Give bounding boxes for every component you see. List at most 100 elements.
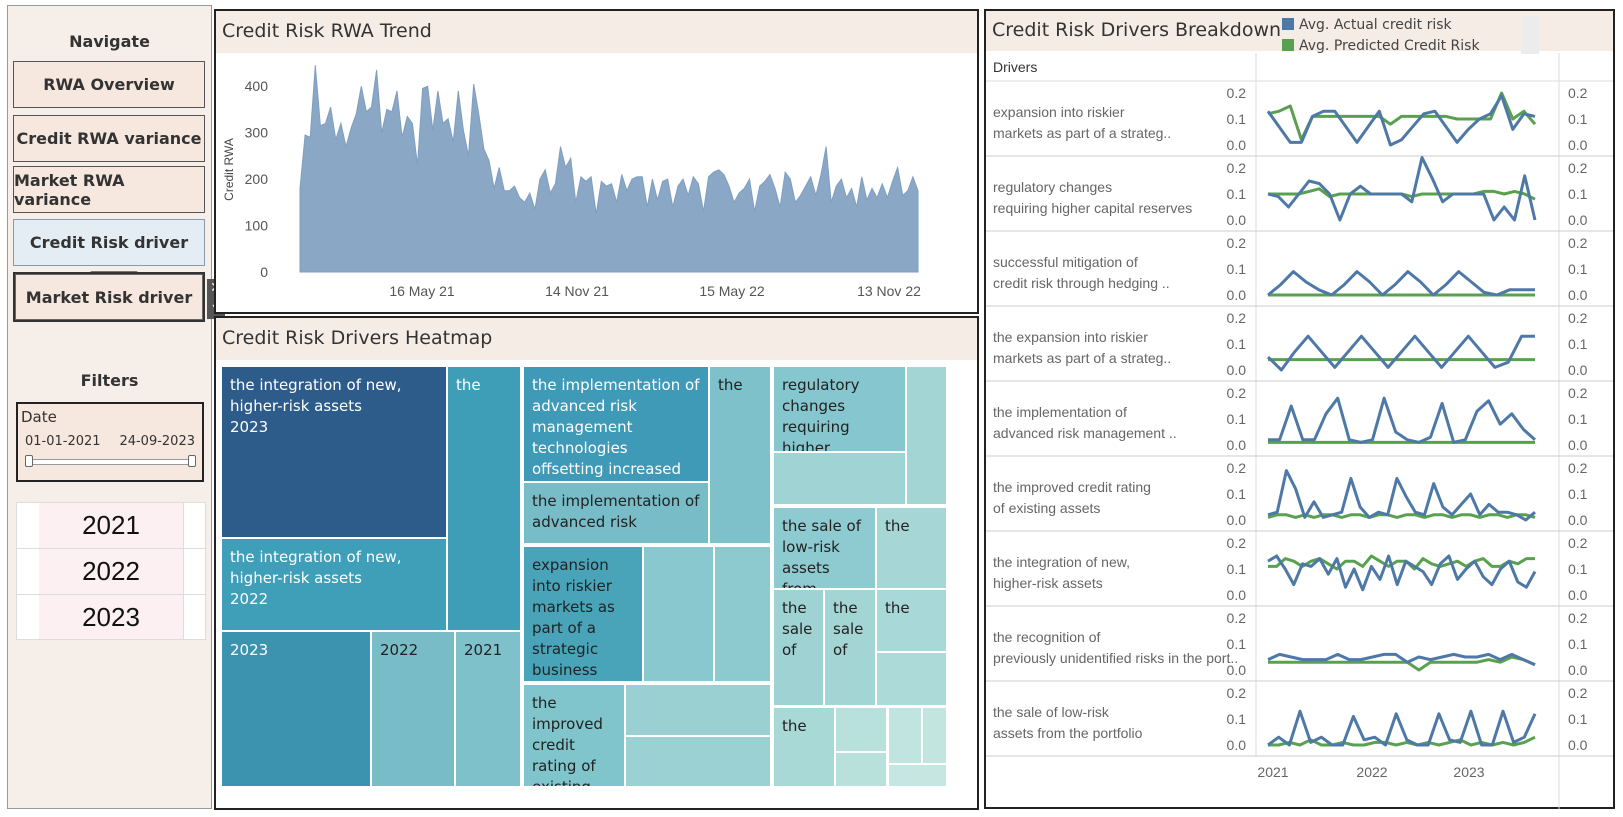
heatmap-cell[interactable] xyxy=(714,546,771,682)
heatmap-cell[interactable]: the xyxy=(876,589,947,652)
y-tick-label: 0.1 xyxy=(1227,411,1247,427)
date-slider-end-handle[interactable] xyxy=(188,455,196,467)
date-range-filter[interactable]: Date 01-01-2021 24-09-2023 xyxy=(16,402,204,482)
x-tick-label: 2021 xyxy=(1257,764,1288,780)
y-tick-label-right: 0.0 xyxy=(1568,512,1588,528)
actual-credit-risk-line[interactable] xyxy=(1266,94,1536,147)
heatmap-cell[interactable]: expansion into riskier markets as part o… xyxy=(523,546,643,682)
heatmap-cell[interactable]: the improved credit rating of existing xyxy=(523,684,625,787)
legend-actual[interactable]: Avg. Actual credit risk xyxy=(1282,17,1452,33)
market-risk-driver-button[interactable]: Market Risk driver xyxy=(13,272,205,322)
heatmap-title: Credit Risk Drivers Heatmap xyxy=(216,318,977,360)
y-tick-label-right: 0.0 xyxy=(1568,362,1588,378)
driver-label: the expansion into riskier xyxy=(993,329,1148,345)
y-tick-label-right: 0.2 xyxy=(1568,460,1588,476)
year-item-2023[interactable]: 2023 xyxy=(39,595,183,639)
y-tick-label: 0.2 xyxy=(1227,685,1247,701)
heatmap-cell[interactable] xyxy=(835,707,887,752)
driver-label: requiring higher capital reserves xyxy=(993,200,1192,216)
y-tick-label: 0.1 xyxy=(1227,336,1247,352)
heatmap-cell[interactable]: the sale of xyxy=(773,589,824,706)
credit-rwa-variance-button[interactable]: Credit RWA variance xyxy=(13,115,205,162)
y-tick-label-right: 0.1 xyxy=(1568,711,1588,727)
heatmap-cell[interactable] xyxy=(922,707,947,764)
y-tick-label-right: 0.0 xyxy=(1568,662,1588,678)
heatmap-cell[interactable] xyxy=(625,736,771,787)
driver-label: the implementation of xyxy=(993,404,1127,420)
rwa-overview-button[interactable]: RWA Overview xyxy=(13,61,205,108)
heatmap-cell[interactable]: the xyxy=(447,366,521,631)
y-tick-label-right: 0.1 xyxy=(1568,561,1588,577)
y-tick-label-right: 0.0 xyxy=(1568,287,1588,303)
actual-credit-risk-line[interactable] xyxy=(1267,709,1537,747)
heatmap-cell[interactable]: the integration of new, higher-risk asse… xyxy=(221,538,447,631)
heatmap-cell[interactable]: 2022 xyxy=(371,631,455,787)
market-rwa-variance-button[interactable]: Market RWA variance xyxy=(13,166,205,213)
rwa-trend-chart[interactable]: 0 100 200 300 400 Credit RWA 16 May 21 14 Nov 2… xyxy=(216,53,977,311)
heatmap-cell[interactable]: the integration of new, higher-risk asse… xyxy=(221,366,447,538)
year-item-2022[interactable]: 2022 xyxy=(39,549,183,594)
actual-credit-risk-line[interactable] xyxy=(1267,469,1536,522)
x-tick-label: 15 May 22 xyxy=(699,283,765,299)
heatmap-cell[interactable] xyxy=(888,764,947,787)
y-tick-label-right: 0.1 xyxy=(1568,186,1588,202)
y-tick-label: 0.2 xyxy=(1227,235,1247,251)
heatmap-cell[interactable] xyxy=(643,546,714,682)
rwa-area-series[interactable] xyxy=(299,65,919,273)
drivers-line-charts[interactable]: Drivers expansion into riskier markets as … xyxy=(986,53,1613,809)
y-tick-label: 0.1 xyxy=(1227,111,1247,127)
heatmap-cell[interactable] xyxy=(625,684,771,736)
credit-risk-driver-button[interactable]: Credit Risk driver xyxy=(13,219,205,266)
heatmap-cell[interactable]: the xyxy=(773,707,835,787)
heatmap-cell[interactable] xyxy=(876,652,947,706)
heatmap-cell[interactable]: the xyxy=(709,366,771,544)
actual-credit-risk-line[interactable] xyxy=(1267,554,1537,592)
y-tick-label-right: 0.2 xyxy=(1568,310,1588,326)
predicted-credit-risk-line[interactable] xyxy=(1267,91,1537,142)
heatmap-cell[interactable]: the implementation of advanced risk xyxy=(523,482,709,544)
driver-label: expansion into riskier xyxy=(993,104,1125,120)
y-tick-label: 0.0 xyxy=(1227,362,1247,378)
heatmap-cell[interactable]: 2023 xyxy=(221,631,371,787)
x-tick-label: 2023 xyxy=(1453,764,1484,780)
actual-credit-risk-line[interactable] xyxy=(1266,334,1535,372)
year-row[interactable]: 2022 xyxy=(16,548,206,594)
heatmap-cell[interactable]: the implementation of advanced risk mana… xyxy=(523,366,709,482)
heatmap-treemap: the integration of new, higher-risk asse… xyxy=(221,366,950,787)
heatmap-cell[interactable] xyxy=(835,752,887,787)
y-tick-label-right: 0.2 xyxy=(1568,85,1588,101)
date-slider-start-handle[interactable] xyxy=(25,455,33,467)
y-tick-label: 0.0 xyxy=(1227,437,1247,453)
heatmap-cell[interactable] xyxy=(888,707,922,764)
y-tick-label: 0.1 xyxy=(1227,561,1247,577)
driver-label: of existing assets xyxy=(993,500,1100,516)
heatmap-cell[interactable]: the sale of xyxy=(824,589,876,706)
actual-credit-risk-line[interactable] xyxy=(1267,156,1537,222)
actual-credit-risk-line[interactable] xyxy=(1267,652,1536,667)
legend-scrollbar[interactable] xyxy=(1521,16,1539,54)
y-tick-label: 0.2 xyxy=(1227,385,1247,401)
heatmap-cell[interactable]: the xyxy=(876,507,947,589)
predicted-credit-risk-line[interactable] xyxy=(1268,554,1535,571)
year-item-2021[interactable]: 2021 xyxy=(39,503,183,548)
predicted-credit-risk-line[interactable] xyxy=(1267,513,1536,519)
year-filter-list: 2021 2022 2023 xyxy=(16,502,206,640)
navigate-title: Navigate xyxy=(69,32,150,51)
rwa-trend-panel: Credit Risk RWA Trend 0 100 200 300 400 Credi… xyxy=(214,9,979,314)
heatmap-cell[interactable]: 2021 xyxy=(455,631,521,787)
year-row[interactable]: 2021 xyxy=(16,502,206,548)
driver-label: assets from the portfolio xyxy=(993,725,1143,741)
x-tick-label: 13 Nov 22 xyxy=(857,283,921,299)
y-tick-label-right: 0.1 xyxy=(1568,336,1588,352)
actual-credit-risk-line[interactable] xyxy=(1267,270,1535,297)
actual-credit-risk-line[interactable] xyxy=(1268,396,1537,444)
heatmap-cell[interactable]: regulatory changes requiring higher xyxy=(773,366,906,452)
driver-label: the recognition of xyxy=(993,629,1101,645)
date-slider-track[interactable] xyxy=(28,459,194,465)
heatmap-cell[interactable]: the sale of low-risk assets from xyxy=(773,507,876,589)
heatmap-cell[interactable] xyxy=(906,366,947,505)
heatmap-cell[interactable] xyxy=(773,452,906,505)
predicted-credit-risk-line[interactable] xyxy=(1268,655,1536,672)
year-row[interactable]: 2023 xyxy=(16,594,206,640)
legend-predicted[interactable]: Avg. Predicted Credit Risk xyxy=(1282,38,1480,54)
